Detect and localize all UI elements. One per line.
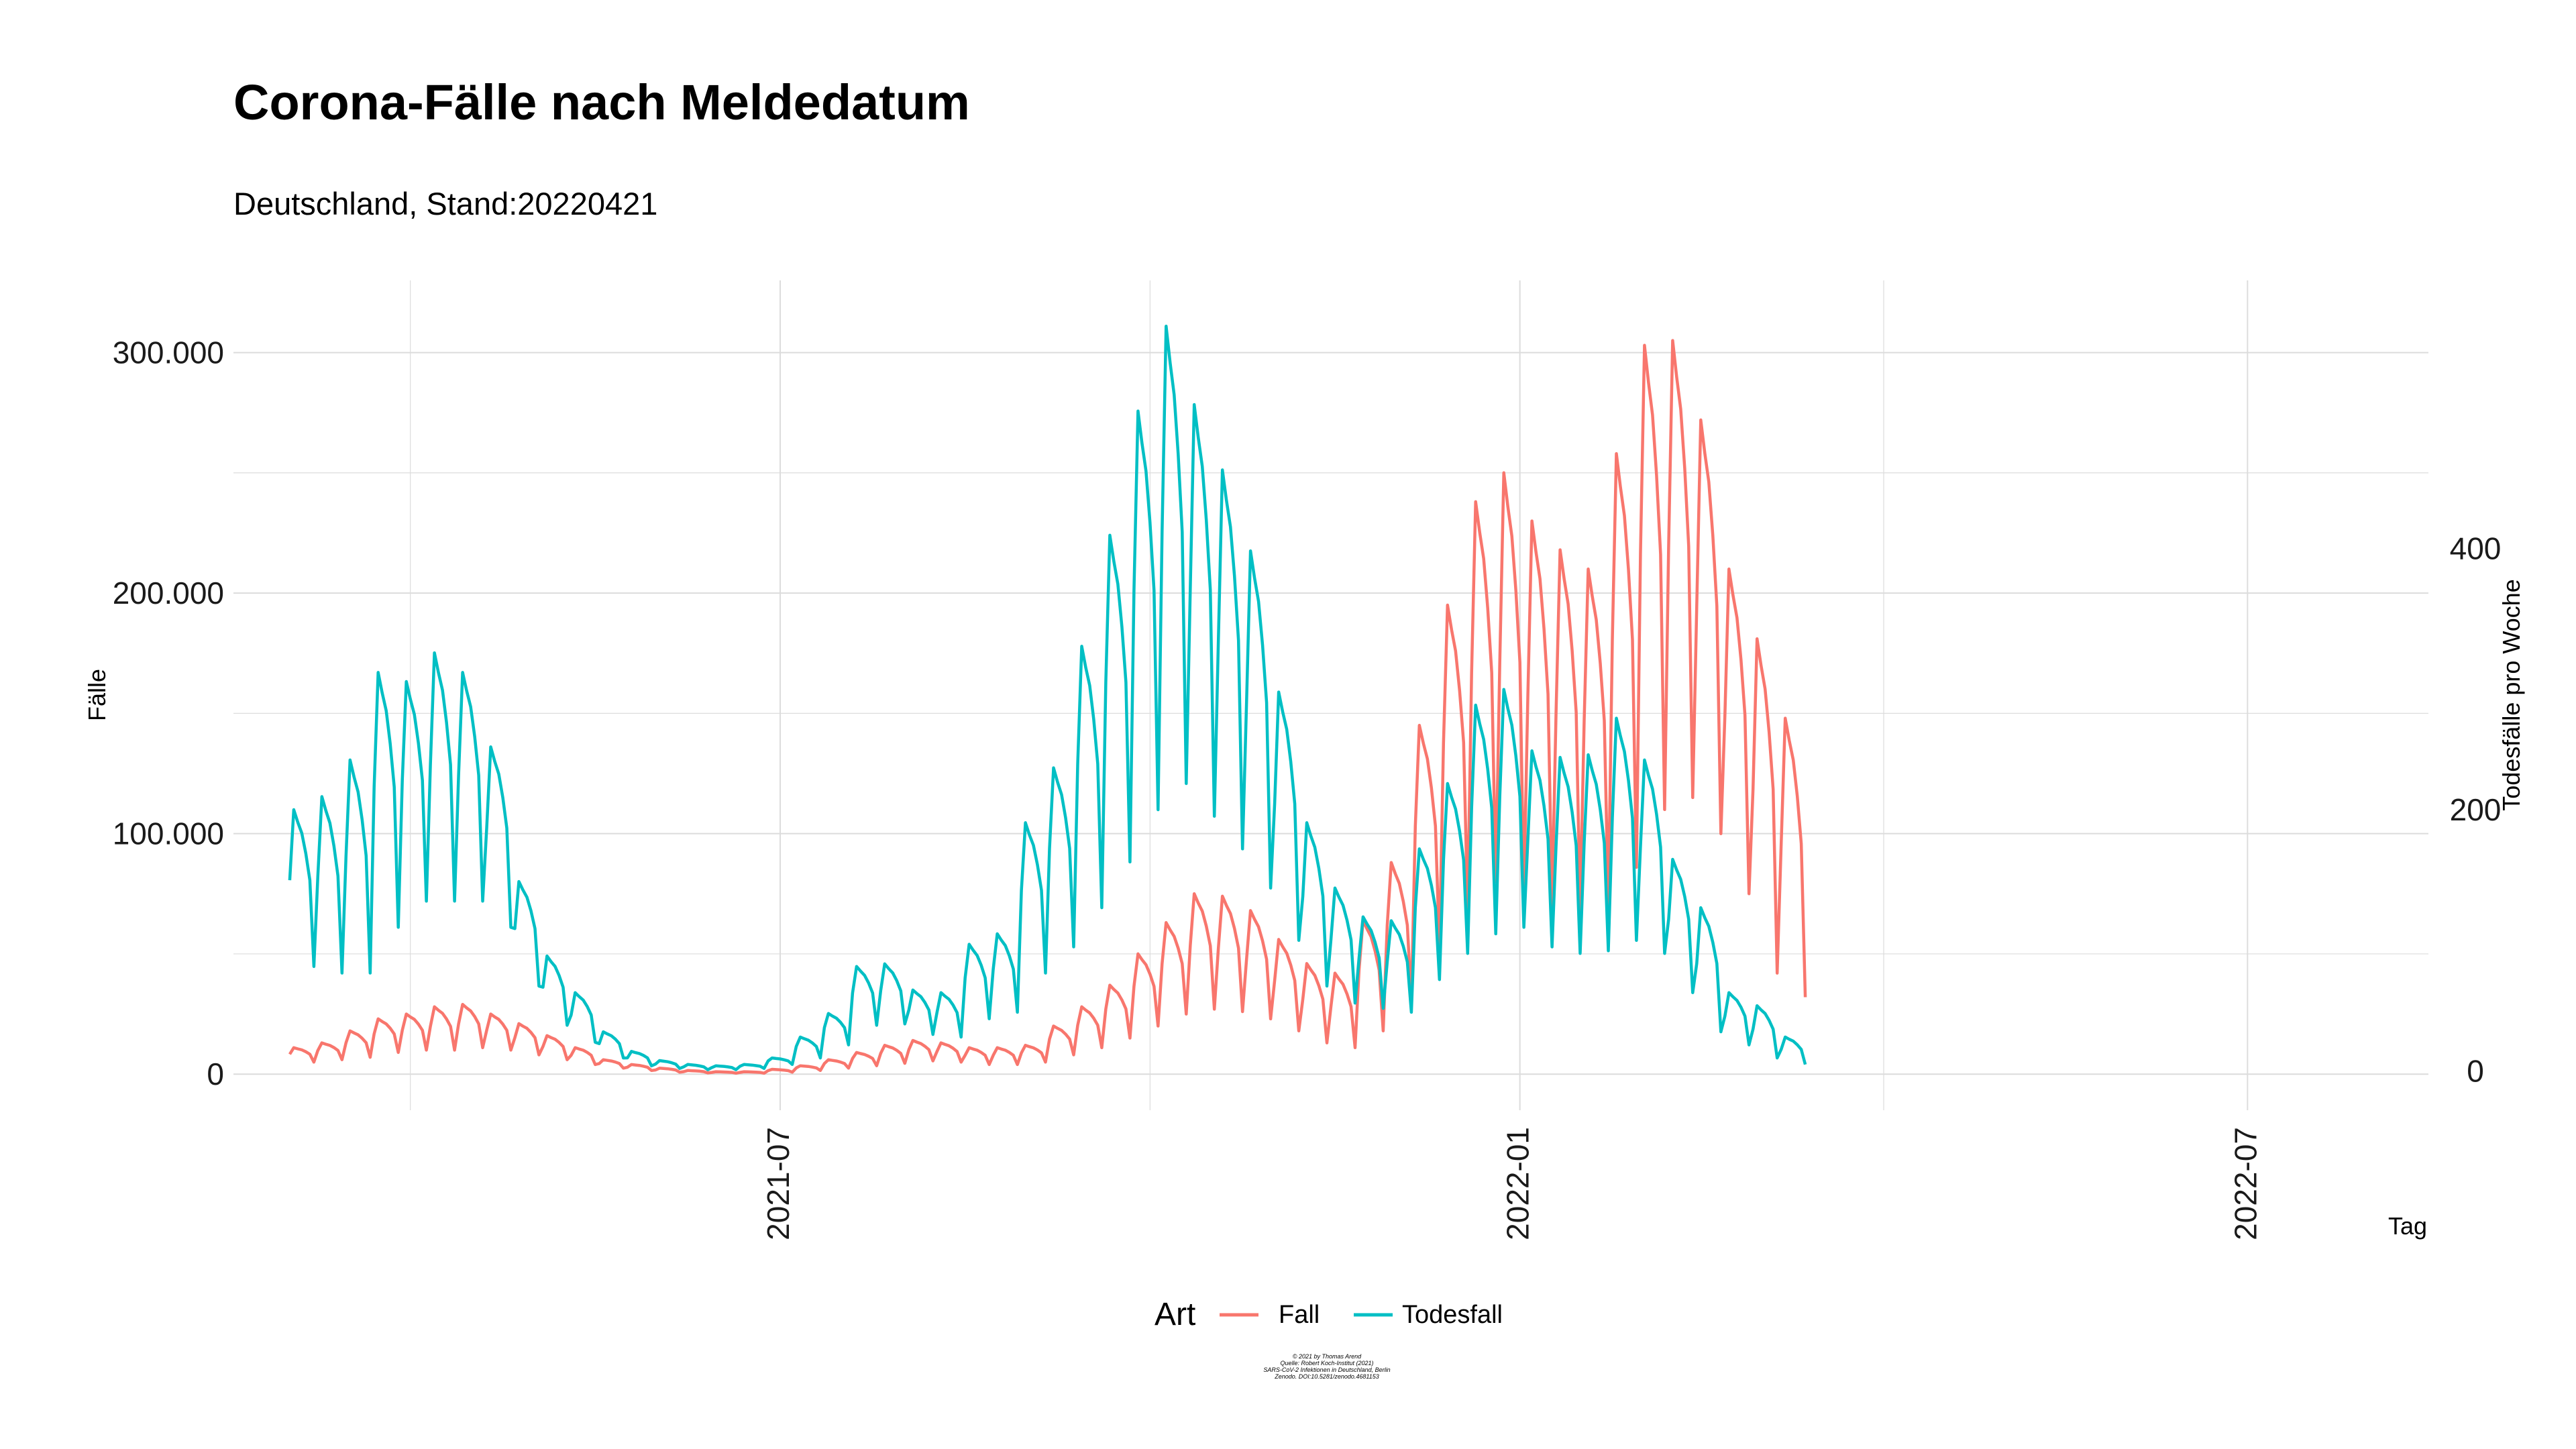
caption-line-4: Zenodo. DOI:10.5281/zenodo.4681153 [1274,1373,1379,1380]
legend: Art Fall Todesfall [1155,1297,1503,1332]
series-line-todesfall [288,324,1807,1071]
x-tick-label: 2021-07 [761,1127,796,1240]
y-tick-label: 0 [207,1057,224,1091]
y-tick-label: 300.000 [113,335,224,370]
axis-layer: 0 100.000 200.000 300.000 0 200 400 2021-07 2022… [113,335,2502,1240]
y2-tick-label: 200 [2450,792,2502,827]
x-tick-label: 2022-07 [2228,1127,2263,1240]
legend-title: Art [1155,1297,1195,1332]
y2-tick-label: 400 [2450,531,2502,566]
chart-title: Corona-Fälle nach Meldedatum [233,74,970,130]
y-axis-label: Fälle [83,669,111,721]
legend-label-todesfall: Todesfall [1402,1301,1503,1329]
caption-line-2: Quelle: Robert Koch-Institut (2021) [1280,1360,1373,1366]
caption-line-1: © 2021 by Thomas Arend [1293,1353,1362,1360]
caption-line-3: SARS-CoV-2 Infektionen in Deutschland, B… [1263,1366,1390,1373]
chart-subtitle: Deutschland, Stand:20220421 [233,186,657,221]
series-line-fall [288,339,1807,1075]
x-axis-label: Tag [2388,1212,2427,1240]
y-tick-label: 100.000 [113,816,224,851]
x-tick-label: 2022-01 [1501,1127,1536,1240]
series-layer [288,324,1807,1075]
grid-layer [233,280,2428,1110]
y-tick-label: 200.000 [113,576,224,610]
y2-tick-label: 0 [2467,1054,2484,1089]
y2-axis-label: Todesfälle pro Woche [2498,579,2525,811]
caption: © 2021 by Thomas Arend Quelle: Robert Ko… [1263,1353,1390,1380]
legend-label-fall: Fall [1279,1301,1320,1329]
